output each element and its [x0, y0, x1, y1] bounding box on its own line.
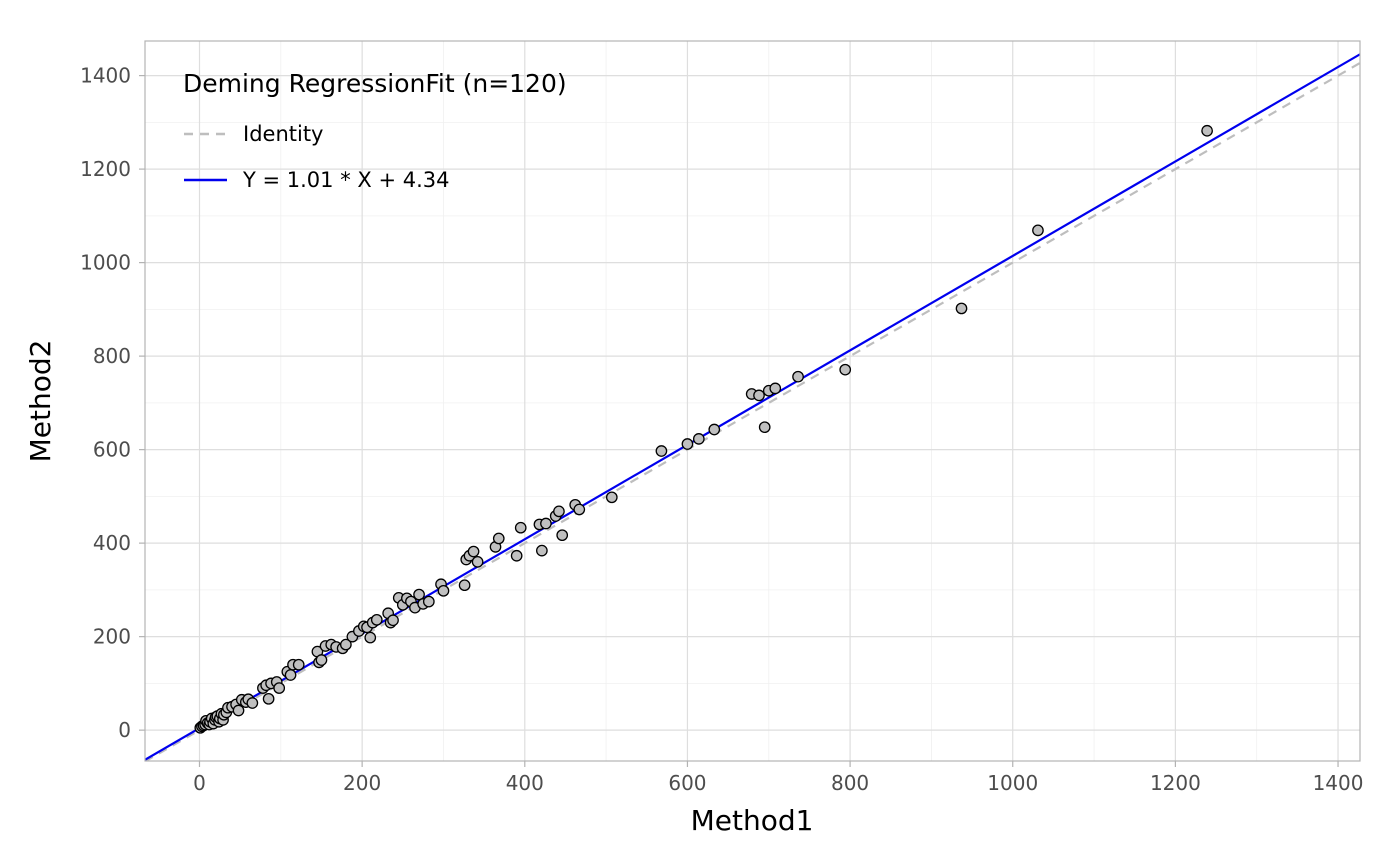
- data-point: [753, 389, 765, 402]
- x-tick-label: 1000: [987, 771, 1038, 795]
- data-point: [471, 555, 484, 568]
- data-point: [1032, 224, 1044, 237]
- y-tick-label: 0: [118, 718, 131, 742]
- data-point: [839, 363, 852, 376]
- data-point: [514, 521, 527, 534]
- data-point: [340, 638, 352, 651]
- data-point: [273, 682, 286, 694]
- data-point: [655, 445, 668, 457]
- data-point: [387, 614, 399, 627]
- gridlines: [145, 41, 1360, 761]
- legend-label-identity: Identity: [243, 122, 323, 146]
- data-point: [364, 631, 377, 644]
- y-tick-label: 1400: [80, 64, 131, 88]
- data-point: [769, 382, 782, 395]
- y-tick-label: 600: [93, 438, 131, 462]
- data-point: [553, 505, 565, 518]
- data-point: [573, 503, 586, 516]
- data-point: [536, 544, 548, 557]
- data-point: [692, 433, 705, 445]
- data-point: [605, 491, 618, 504]
- x-axis-title: Method1: [691, 804, 814, 837]
- data-point: [708, 423, 721, 436]
- x-tick-label: 1200: [1150, 771, 1201, 795]
- data-point: [556, 529, 569, 542]
- data-point: [955, 302, 968, 315]
- data-point: [540, 517, 552, 530]
- y-tick-label: 800: [93, 344, 131, 368]
- data-point: [681, 438, 694, 450]
- data-point: [758, 421, 771, 434]
- x-tick-label: 0: [193, 771, 206, 795]
- y-axis-title: Method2: [24, 340, 57, 463]
- legend-label-fit: Y = 1.01 * X + 4.34: [242, 168, 449, 192]
- plot-border: [144, 40, 1361, 762]
- data-points: [194, 124, 1213, 734]
- data-point: [246, 697, 259, 709]
- data-point: [492, 532, 505, 545]
- x-tick-label: 1400: [1313, 771, 1364, 795]
- x-tick-label: 600: [668, 771, 706, 795]
- y-axis-ticks: 0 200 400 600 800 1000 1200 1400: [80, 64, 145, 742]
- y-tick-label: 200: [93, 625, 131, 649]
- data-point: [262, 692, 275, 705]
- x-tick-label: 400: [506, 771, 544, 795]
- data-point: [792, 370, 804, 383]
- legend: Deming RegressionFit (n=120) Identity Y …: [183, 69, 567, 192]
- data-point: [467, 545, 480, 558]
- data-point: [315, 654, 328, 666]
- data-point: [232, 704, 245, 717]
- data-point: [458, 579, 471, 592]
- data-point: [422, 595, 435, 608]
- data-point: [292, 658, 305, 671]
- data-point: [510, 549, 523, 562]
- y-tick-label: 1000: [80, 251, 131, 275]
- x-tick-label: 800: [831, 771, 869, 795]
- data-point: [370, 613, 383, 626]
- data-point: [284, 669, 297, 681]
- y-tick-label: 400: [93, 531, 131, 555]
- data-point: [437, 584, 450, 597]
- x-tick-label: 200: [343, 771, 381, 795]
- y-tick-label: 1200: [80, 157, 131, 181]
- data-point: [1201, 124, 1213, 137]
- x-axis-ticks: 0 200 400 600 800 1000 1200 1400: [193, 761, 1363, 795]
- legend-title: Deming RegressionFit (n=120): [183, 69, 567, 98]
